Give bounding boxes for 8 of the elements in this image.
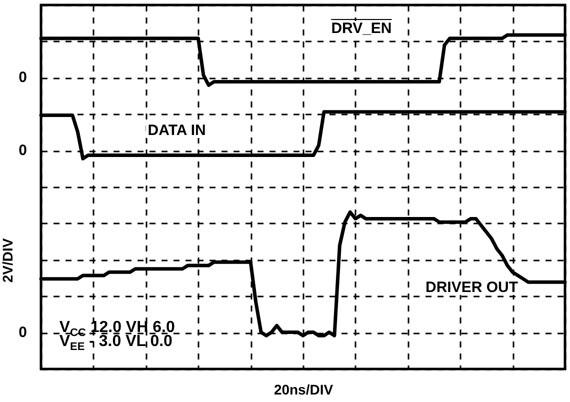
y-axis-title: 2V/DIV	[0, 238, 16, 283]
series-label: DATA IN	[146, 122, 208, 140]
x-axis-title: 20ns/DIV	[274, 382, 334, 398]
text: DRV_EN	[329, 20, 394, 38]
text: 0	[18, 324, 27, 341]
text: 0	[18, 68, 27, 86]
text: 0	[18, 142, 27, 159]
series-label: DRIVER OUT	[424, 278, 520, 296]
